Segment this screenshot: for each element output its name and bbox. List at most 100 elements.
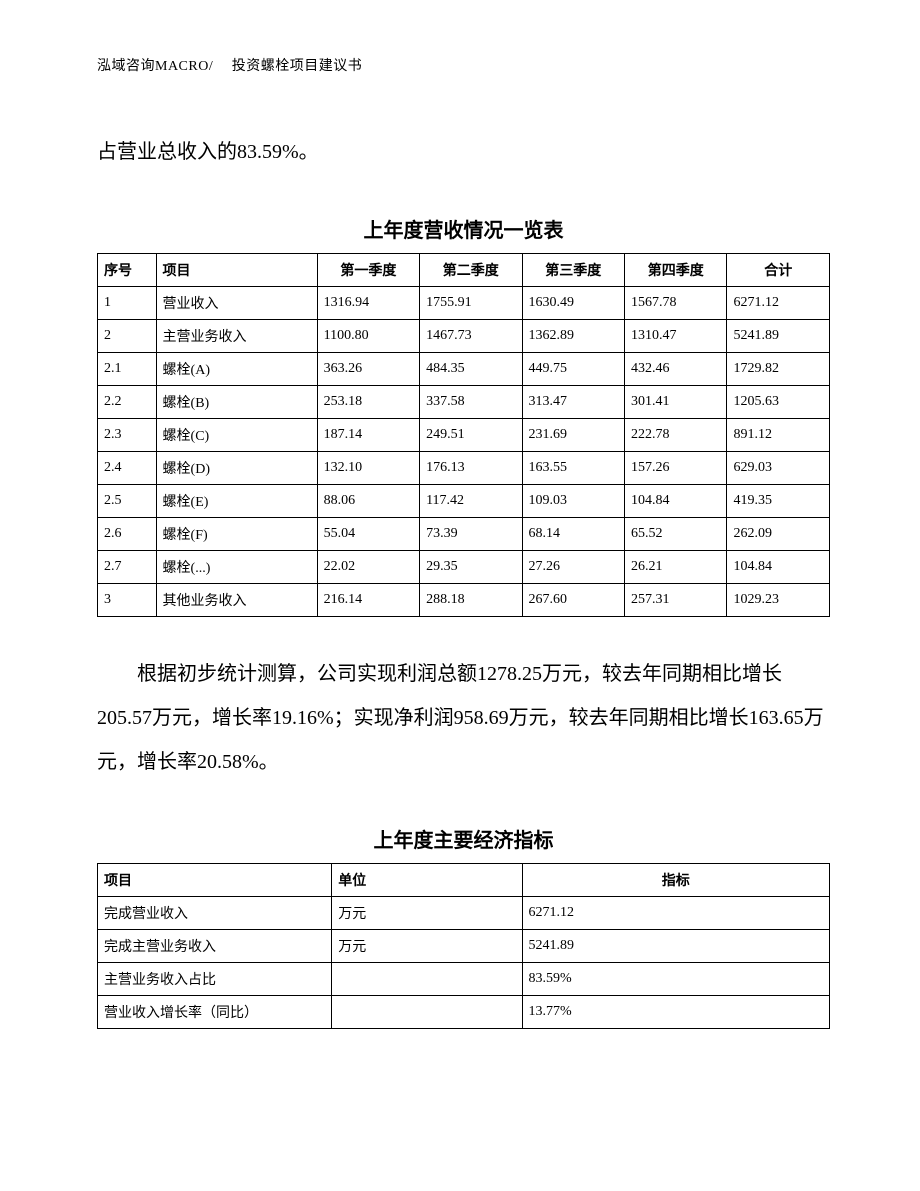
table-cell: 6271.12 bbox=[727, 287, 830, 320]
table-cell: 104.84 bbox=[625, 485, 727, 518]
table-cell: 5241.89 bbox=[727, 320, 830, 353]
revenue-table: 序号 项目 第一季度 第二季度 第三季度 第四季度 合计 1营业收入1316.9… bbox=[97, 253, 830, 617]
table-row: 营业收入增长率（同比） 13.77% bbox=[98, 996, 830, 1029]
table-cell: 螺栓(C) bbox=[156, 419, 317, 452]
table-cell: 1 bbox=[98, 287, 157, 320]
table-cell: 营业收入增长率（同比） bbox=[98, 996, 332, 1029]
table2-col-2: 指标 bbox=[522, 864, 829, 897]
table-row: 完成营业收入万元6271.12 bbox=[98, 897, 830, 930]
table-cell: 288.18 bbox=[420, 584, 522, 617]
table-cell: 完成主营业务收入 bbox=[98, 930, 332, 963]
table-cell: 363.26 bbox=[317, 353, 419, 386]
table-cell: 螺栓(F) bbox=[156, 518, 317, 551]
table-row: 2.7螺栓(...)22.0229.3527.2626.21104.84 bbox=[98, 551, 830, 584]
table-row: 2主营业务收入1100.801467.731362.891310.475241.… bbox=[98, 320, 830, 353]
table1-col-0: 序号 bbox=[98, 254, 157, 287]
table1-col-4: 第三季度 bbox=[522, 254, 624, 287]
table-cell: 2.3 bbox=[98, 419, 157, 452]
table-cell: 螺栓(A) bbox=[156, 353, 317, 386]
table-cell bbox=[332, 963, 522, 996]
table-cell: 163.55 bbox=[522, 452, 624, 485]
table-cell: 2.7 bbox=[98, 551, 157, 584]
table-cell: 5241.89 bbox=[522, 930, 829, 963]
table-cell: 301.41 bbox=[625, 386, 727, 419]
table1-header-row: 序号 项目 第一季度 第二季度 第三季度 第四季度 合计 bbox=[98, 254, 830, 287]
table-cell: 1630.49 bbox=[522, 287, 624, 320]
table-row: 2.2螺栓(B)253.18337.58313.47301.411205.63 bbox=[98, 386, 830, 419]
table2-col-0: 项目 bbox=[98, 864, 332, 897]
paragraph-1: 占营业总收入的83.59%。 bbox=[97, 130, 830, 174]
table-cell: 73.39 bbox=[420, 518, 522, 551]
table-cell: 26.21 bbox=[625, 551, 727, 584]
table-cell: 1316.94 bbox=[317, 287, 419, 320]
table-cell: 419.35 bbox=[727, 485, 830, 518]
table-cell: 484.35 bbox=[420, 353, 522, 386]
table1-col-2: 第一季度 bbox=[317, 254, 419, 287]
table-cell: 营业收入 bbox=[156, 287, 317, 320]
table-cell: 主营业务收入占比 bbox=[98, 963, 332, 996]
table-cell: 68.14 bbox=[522, 518, 624, 551]
table-row: 3其他业务收入216.14288.18267.60257.311029.23 bbox=[98, 584, 830, 617]
table-row: 2.3螺栓(C)187.14249.51231.69222.78891.12 bbox=[98, 419, 830, 452]
table-cell: 222.78 bbox=[625, 419, 727, 452]
table-cell: 完成营业收入 bbox=[98, 897, 332, 930]
table1-col-3: 第二季度 bbox=[420, 254, 522, 287]
table-cell: 104.84 bbox=[727, 551, 830, 584]
table-cell: 262.09 bbox=[727, 518, 830, 551]
table-cell: 187.14 bbox=[317, 419, 419, 452]
indicators-table: 项目 单位 指标 完成营业收入万元6271.12完成主营业务收入万元5241.8… bbox=[97, 863, 830, 1029]
table2-title: 上年度主要经济指标 bbox=[97, 824, 830, 853]
table-cell: 2.1 bbox=[98, 353, 157, 386]
table-cell: 157.26 bbox=[625, 452, 727, 485]
table-cell: 1729.82 bbox=[727, 353, 830, 386]
paragraph-2: 根据初步统计测算，公司实现利润总额1278.25万元，较去年同期相比增长205.… bbox=[97, 652, 830, 784]
table-cell: 55.04 bbox=[317, 518, 419, 551]
table-cell: 2.6 bbox=[98, 518, 157, 551]
table-cell: 22.02 bbox=[317, 551, 419, 584]
table-cell: 83.59% bbox=[522, 963, 829, 996]
table-row: 主营业务收入占比 83.59% bbox=[98, 963, 830, 996]
table-row: 2.4螺栓(D)132.10176.13163.55157.26629.03 bbox=[98, 452, 830, 485]
table-cell: 1362.89 bbox=[522, 320, 624, 353]
table-cell: 1467.73 bbox=[420, 320, 522, 353]
table-cell: 176.13 bbox=[420, 452, 522, 485]
table-cell: 449.75 bbox=[522, 353, 624, 386]
table-cell: 6271.12 bbox=[522, 897, 829, 930]
table-cell: 253.18 bbox=[317, 386, 419, 419]
table-cell: 1755.91 bbox=[420, 287, 522, 320]
table-cell: 2.2 bbox=[98, 386, 157, 419]
table-cell: 万元 bbox=[332, 930, 522, 963]
table-cell: 1100.80 bbox=[317, 320, 419, 353]
table-cell: 216.14 bbox=[317, 584, 419, 617]
table-cell: 螺栓(B) bbox=[156, 386, 317, 419]
table-cell: 313.47 bbox=[522, 386, 624, 419]
table-cell: 88.06 bbox=[317, 485, 419, 518]
table-cell: 螺栓(...) bbox=[156, 551, 317, 584]
table-cell: 891.12 bbox=[727, 419, 830, 452]
table-cell: 13.77% bbox=[522, 996, 829, 1029]
table-cell: 1029.23 bbox=[727, 584, 830, 617]
table2-header-row: 项目 单位 指标 bbox=[98, 864, 830, 897]
table-cell: 29.35 bbox=[420, 551, 522, 584]
table-cell: 万元 bbox=[332, 897, 522, 930]
table-cell: 337.58 bbox=[420, 386, 522, 419]
document-page: 泓域咨询MACRO/ 投资螺栓项目建议书 占营业总收入的83.59%。 上年度营… bbox=[0, 0, 920, 1191]
table-cell: 3 bbox=[98, 584, 157, 617]
table1-title: 上年度营收情况一览表 bbox=[97, 214, 830, 243]
table-row: 1营业收入1316.941755.911630.491567.786271.12 bbox=[98, 287, 830, 320]
table2-col-1: 单位 bbox=[332, 864, 522, 897]
table-row: 完成主营业务收入万元5241.89 bbox=[98, 930, 830, 963]
table-cell: 2.5 bbox=[98, 485, 157, 518]
table-cell: 231.69 bbox=[522, 419, 624, 452]
table-cell: 65.52 bbox=[625, 518, 727, 551]
table-cell: 主营业务收入 bbox=[156, 320, 317, 353]
table-cell: 1567.78 bbox=[625, 287, 727, 320]
table-cell bbox=[332, 996, 522, 1029]
table-cell: 其他业务收入 bbox=[156, 584, 317, 617]
table-cell: 1205.63 bbox=[727, 386, 830, 419]
table1-col-1: 项目 bbox=[156, 254, 317, 287]
table1-col-6: 合计 bbox=[727, 254, 830, 287]
table-cell: 2 bbox=[98, 320, 157, 353]
table-cell: 432.46 bbox=[625, 353, 727, 386]
table-row: 2.6螺栓(F)55.0473.3968.1465.52262.09 bbox=[98, 518, 830, 551]
